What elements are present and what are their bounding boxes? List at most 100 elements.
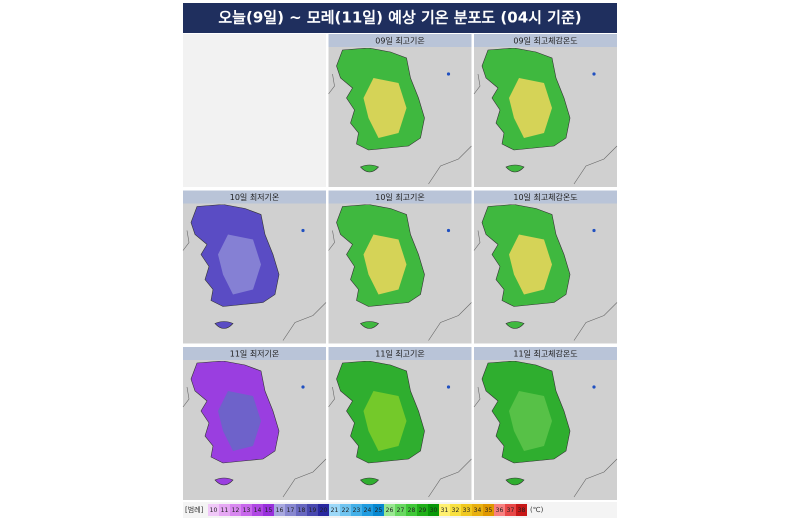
legend-swatch bbox=[252, 504, 263, 516]
panel-header bbox=[183, 347, 326, 360]
legend-value: 12 bbox=[232, 507, 240, 514]
legend-value: 28 bbox=[408, 507, 416, 514]
panel-grid: 09일 최고기온 09일 최고체감온도 10일 최저기온 10일 최고기온 10일 최고… bbox=[182, 34, 618, 500]
coastline bbox=[573, 302, 618, 341]
island bbox=[301, 228, 305, 233]
island bbox=[446, 228, 451, 233]
legend-swatch bbox=[417, 504, 428, 516]
coastline bbox=[428, 145, 472, 185]
panel-header bbox=[328, 347, 472, 360]
panel-header bbox=[474, 34, 617, 47]
map-panel: 09일 최고기온 bbox=[328, 34, 472, 187]
map-panel: 11일 최저기온 bbox=[182, 347, 327, 500]
legend-value: 15 bbox=[265, 507, 273, 514]
legend-swatch bbox=[219, 504, 230, 516]
legend-swatch bbox=[285, 504, 296, 516]
legend-swatch bbox=[274, 504, 285, 516]
panel-header bbox=[183, 190, 326, 204]
map-panel: 10일 최저기온 bbox=[182, 190, 327, 344]
map-panel: 11일 최고체감온도 bbox=[473, 347, 618, 500]
island bbox=[592, 228, 596, 233]
legend-swatch bbox=[472, 504, 483, 516]
legend-value: 32 bbox=[452, 507, 460, 514]
legend-value: 33 bbox=[463, 507, 471, 514]
legend-swatch bbox=[483, 504, 494, 516]
legend-swatch bbox=[208, 504, 219, 516]
legend-swatch bbox=[450, 504, 461, 516]
legend-swatch bbox=[296, 504, 307, 516]
legend-value: 21 bbox=[331, 507, 339, 514]
legend-value: 30 bbox=[430, 507, 438, 514]
legend-unit: (℃) bbox=[530, 506, 544, 514]
title: 오늘(9일) ~ 모레(11일) 예상 기온 분포도 (04시 기준) bbox=[218, 9, 581, 27]
legend-value: 23 bbox=[353, 507, 361, 514]
legend-value: 11 bbox=[221, 507, 229, 514]
panel-header bbox=[328, 190, 472, 204]
legend-value: 34 bbox=[474, 507, 482, 514]
legend-value: 19 bbox=[309, 507, 317, 514]
legend-swatch bbox=[439, 504, 450, 516]
panel-label: 10일 최고기온 bbox=[375, 192, 425, 202]
legend-swatch bbox=[362, 504, 373, 516]
legend-swatch bbox=[461, 504, 472, 516]
panel-header bbox=[328, 34, 472, 47]
legend-value: 18 bbox=[298, 507, 306, 514]
legend-swatch bbox=[516, 504, 527, 516]
coastline bbox=[473, 230, 481, 251]
coastline bbox=[473, 73, 481, 95]
map-panel: 10일 최고기온 bbox=[328, 190, 472, 344]
legend-swatch bbox=[395, 504, 406, 516]
legend-swatch bbox=[263, 504, 274, 516]
panel-label: 10일 최고체감온도 bbox=[513, 192, 577, 202]
island bbox=[301, 385, 305, 389]
panel-label: 09일 최고체감온도 bbox=[513, 36, 577, 46]
legend-value: 20 bbox=[320, 507, 328, 514]
legend-value: 29 bbox=[419, 507, 427, 514]
legend-swatch bbox=[428, 504, 439, 516]
legend-value: 37 bbox=[507, 507, 515, 514]
legend-value: 36 bbox=[496, 507, 504, 514]
panel-label: 10일 최저기온 bbox=[230, 192, 280, 202]
legend-swatch bbox=[384, 504, 395, 516]
legend-value: 14 bbox=[254, 507, 262, 514]
legend-swatch bbox=[340, 504, 351, 516]
coastline bbox=[328, 230, 335, 251]
legend-value: 38 bbox=[518, 507, 526, 514]
legend-swatch bbox=[351, 504, 362, 516]
legend-value: 22 bbox=[342, 507, 350, 514]
coastline bbox=[328, 386, 335, 408]
coastline bbox=[573, 458, 618, 498]
map-panel: 11일 최고기온 bbox=[328, 347, 472, 500]
coastline bbox=[282, 302, 327, 341]
legend-swatch bbox=[373, 504, 384, 516]
panel-header bbox=[474, 190, 617, 204]
legend-value: 35 bbox=[485, 507, 493, 514]
coastline bbox=[573, 145, 618, 185]
panel-label: 11일 최고체감온도 bbox=[513, 349, 577, 359]
legend-value: 24 bbox=[364, 507, 372, 514]
map-panel: 09일 최고체감온도 bbox=[473, 34, 618, 187]
coastline bbox=[182, 230, 190, 251]
legend-value: 31 bbox=[441, 507, 449, 514]
legend-value: 26 bbox=[386, 507, 394, 514]
legend-swatch bbox=[329, 504, 340, 516]
empty-panel bbox=[183, 34, 326, 187]
panel-label: 11일 최고기온 bbox=[375, 349, 425, 359]
legend-value: 10 bbox=[210, 507, 218, 514]
coastline bbox=[428, 302, 472, 341]
legend-swatch bbox=[494, 504, 505, 516]
coastline bbox=[282, 458, 327, 498]
legend: [범례] 10 11 12 13 14 15 16 17 18 19 20 21 22 23 24 25 26 27… bbox=[183, 502, 617, 518]
island bbox=[446, 72, 451, 76]
legend-value: 13 bbox=[243, 507, 251, 514]
legend-swatch bbox=[505, 504, 516, 516]
title-bar bbox=[183, 3, 617, 33]
panel-label: 09일 최고기온 bbox=[375, 36, 425, 46]
map-panel: 10일 최고체감온도 bbox=[473, 190, 618, 344]
panel-header bbox=[474, 347, 617, 360]
coastline bbox=[428, 458, 472, 498]
panel-label: 11일 최저기온 bbox=[230, 349, 280, 359]
legend-swatch bbox=[230, 504, 241, 516]
legend-value: 16 bbox=[276, 507, 284, 514]
